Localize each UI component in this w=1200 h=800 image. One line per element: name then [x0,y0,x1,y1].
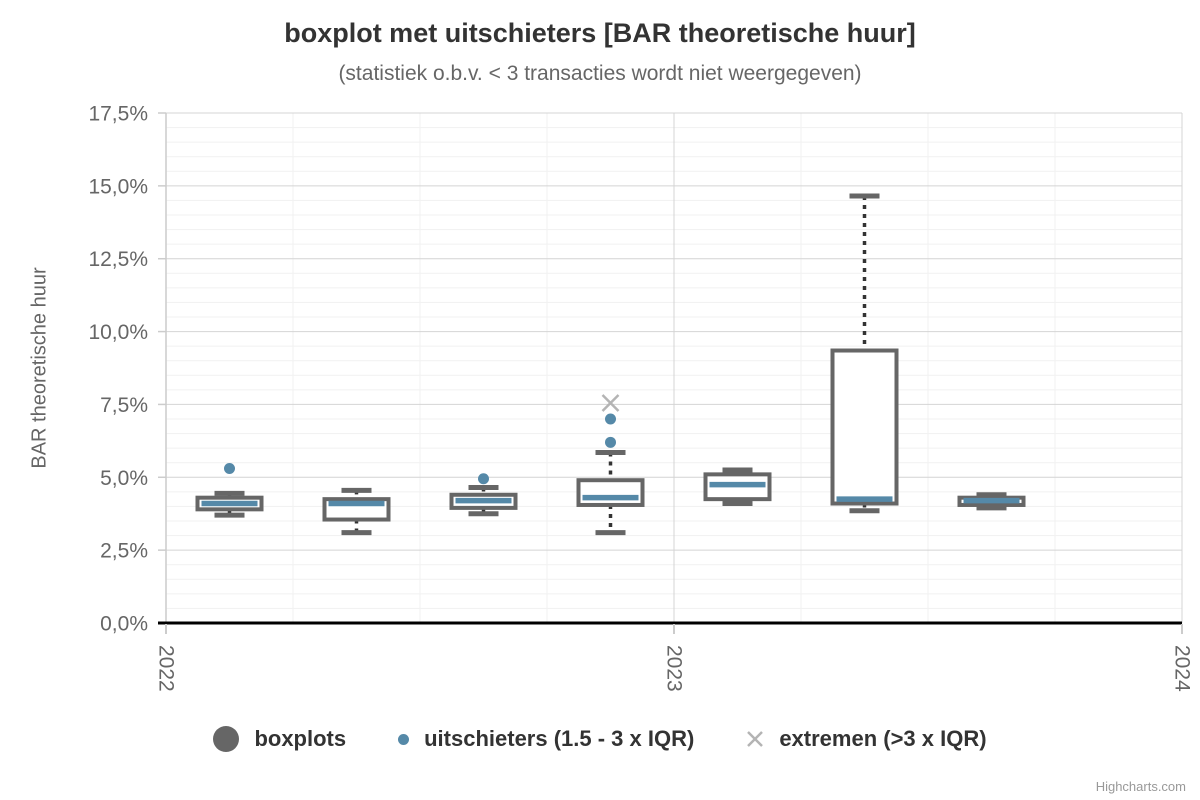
extremen-marker-icon [747,731,764,747]
y-tick-label: 0,0% [100,613,148,636]
boxplots-marker-icon [213,726,240,752]
chart-subtitle: (statistiek o.b.v. < 3 transacties wordt… [338,62,862,85]
legend-label-boxplots: boxplots [254,726,347,751]
y-tick-label: 12,5% [88,248,148,271]
boxplot-box[interactable] [830,348,899,506]
y-tick-label: 5,0% [100,467,148,490]
x-tick-label: 2024 [1171,645,1194,692]
y-tick-label: 7,5% [100,394,148,417]
x-tick-label: 2022 [155,645,178,692]
y-tick-label: 10,0% [88,321,148,344]
legend-label-extremen: extremen (>3 x IQR) [779,726,987,751]
legend: boxplots uitschieters (1.5 - 3 x IQR) ex… [0,726,1200,752]
legend-item-extremen[interactable]: extremen (>3 x IQR) [746,726,987,752]
chart-title: boxplot met uitschieters [BAR theoretisc… [284,18,916,48]
y-tick-label: 15,0% [88,175,148,198]
outlier-point[interactable] [605,413,616,425]
outlier-point[interactable] [605,436,616,448]
boxplot-box[interactable] [576,478,645,507]
y-tick-label: 17,5% [88,103,148,126]
legend-label-uitschieters: uitschieters (1.5 - 3 x IQR) [424,726,695,751]
uitschieters-marker-icon [398,733,410,745]
legend-item-boxplots[interactable]: boxplots [213,726,346,752]
highcharts-credits-link[interactable]: Highcharts.com [1095,779,1186,794]
y-tick-label: 2,5% [100,540,148,563]
x-tick-label: 2023 [663,645,686,692]
legend-item-uitschieters[interactable]: uitschieters (1.5 - 3 x IQR) [398,726,694,752]
outlier-point[interactable] [478,473,489,485]
extreme-point [601,394,620,412]
outlier-point[interactable] [224,463,235,475]
